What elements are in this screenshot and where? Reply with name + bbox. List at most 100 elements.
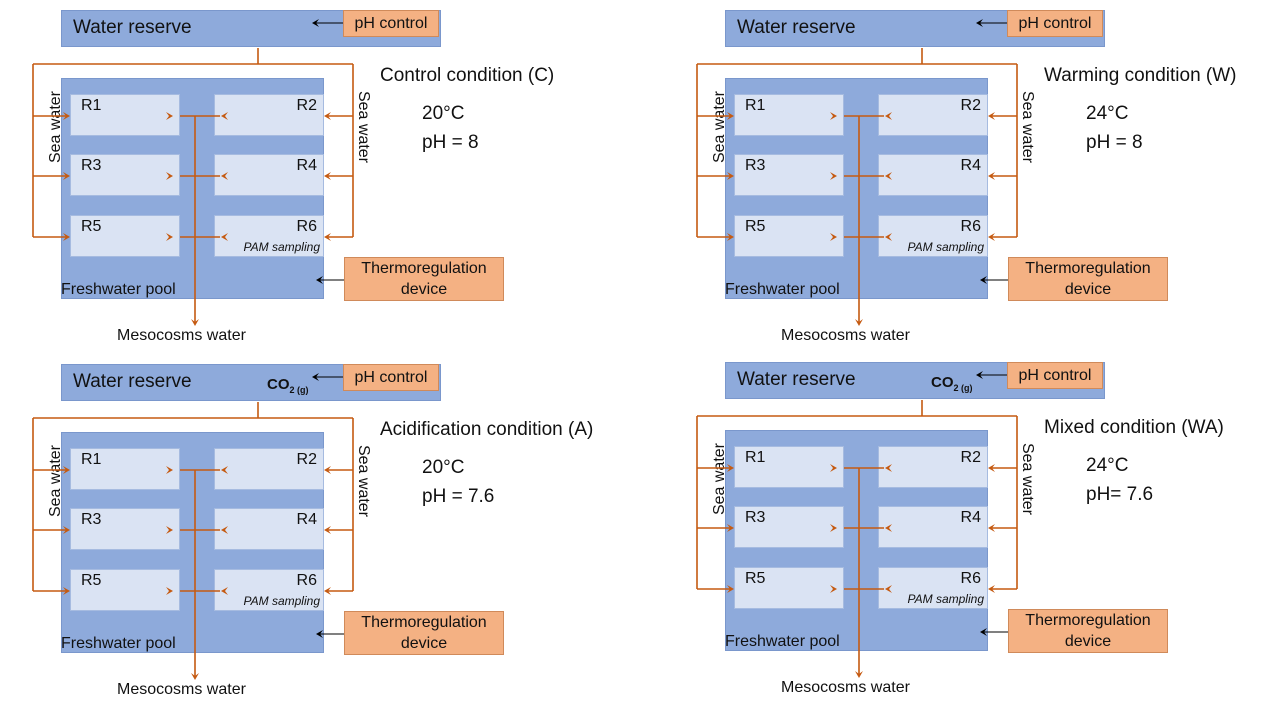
outflow-left-arrow-3 <box>830 585 837 593</box>
tank-label: R2 <box>296 451 317 468</box>
inflow-left-arrow-2 <box>63 172 70 180</box>
pam-sampling-label: PAM sampling <box>907 240 984 254</box>
tank-r1: R1 <box>734 94 844 136</box>
co2-text: CO <box>931 374 954 391</box>
water-reserve-label: Water reserve <box>737 17 856 38</box>
ph-control-box: pH control <box>1007 10 1103 37</box>
tank-r1: R1 <box>70 94 180 136</box>
inflow-right-arrow-1 <box>324 112 331 120</box>
tank-label: R4 <box>960 509 981 526</box>
mesocosms-water-label: Mesocosms water <box>117 681 246 698</box>
drain-arrow <box>191 673 199 680</box>
inflow-right-arrow-2 <box>988 524 995 532</box>
thermoregulation-pointer-arrow <box>980 628 987 636</box>
tank-label: R4 <box>296 157 317 174</box>
thermoregulation-line-2: device <box>400 635 448 652</box>
tank-r1: R1 <box>70 448 180 490</box>
thermoregulation-pointer-arrow <box>980 276 987 284</box>
ph-control-box: pH control <box>1007 362 1103 389</box>
inflow-left-arrow-2 <box>63 526 70 534</box>
pam-sampling-label: PAM sampling <box>243 240 320 254</box>
tank-r6: R6 PAM sampling <box>214 215 324 257</box>
thermoregulation-device-box: Thermoregulation device <box>1008 609 1168 653</box>
inflow-left-arrow-1 <box>63 466 70 474</box>
condition-title: Warming condition (W) <box>1044 65 1237 86</box>
tank-r5: R5 <box>70 215 180 257</box>
temperature-value: 20°C <box>422 457 465 478</box>
mesocosms-water-label: Mesocosms water <box>117 327 246 344</box>
thermoregulation-line-1: Thermoregulation <box>361 614 487 631</box>
tank-r3: R3 <box>70 508 180 550</box>
tank-r3: R3 <box>734 154 844 196</box>
inflow-right-arrow-2 <box>324 526 331 534</box>
tank-label: R2 <box>960 97 981 114</box>
tank-r6: R6 PAM sampling <box>878 215 988 257</box>
outflow-left-arrow-2 <box>166 172 173 180</box>
tank-label: R5 <box>81 572 102 589</box>
thermoregulation-line-1: Thermoregulation <box>361 260 487 277</box>
thermoregulation-line-2: device <box>400 281 448 298</box>
temperature-value: 20°C <box>422 103 465 124</box>
inflow-right-arrow-3 <box>324 233 331 241</box>
tank-r3: R3 <box>70 154 180 196</box>
inflow-right-arrow-3 <box>324 587 331 595</box>
inflow-left-arrow-2 <box>727 172 734 180</box>
outflow-right-arrow-1 <box>885 464 892 472</box>
tank-label: R1 <box>745 97 766 114</box>
pam-sampling-label: PAM sampling <box>907 592 984 606</box>
inflow-right-arrow-1 <box>324 466 331 474</box>
ph-control-pointer-arrow <box>976 371 983 379</box>
outflow-right-arrow-3 <box>885 233 892 241</box>
tank-label: R3 <box>745 509 766 526</box>
outflow-right-arrow-1 <box>885 112 892 120</box>
temperature-value: 24°C <box>1086 103 1129 124</box>
inflow-right-arrow-3 <box>988 585 995 593</box>
outflow-right-arrow-1 <box>221 466 228 474</box>
condition-panel-3: Water reserve CO2 (g) pH control Freshwa… <box>32 364 678 709</box>
tank-r4: R4 <box>878 506 988 548</box>
tank-label: R5 <box>81 218 102 235</box>
tank-label: R6 <box>296 572 317 589</box>
co2-gas-label: CO2 (g) <box>931 374 973 393</box>
tank-label: R5 <box>745 570 766 587</box>
inflow-left-arrow-1 <box>727 464 734 472</box>
outflow-right-arrow-3 <box>221 233 228 241</box>
tank-label: R6 <box>296 218 317 235</box>
water-reserve-label: Water reserve <box>73 17 192 38</box>
tank-r2: R2 <box>878 446 988 488</box>
tank-r4: R4 <box>878 154 988 196</box>
drain-arrow <box>855 671 863 678</box>
inflow-right-arrow-2 <box>324 172 331 180</box>
tank-r2: R2 <box>214 448 324 490</box>
condition-panel-2: Water reserve pH control Freshwater pool… <box>696 10 1288 355</box>
outflow-left-arrow-2 <box>830 524 837 532</box>
mesocosms-water-label: Mesocosms water <box>781 327 910 344</box>
ph-control-pointer-arrow <box>312 373 319 381</box>
ph-value: pH = 8 <box>1086 132 1143 153</box>
water-reserve-label: Water reserve <box>737 369 856 390</box>
inflow-right-arrow-3 <box>988 233 995 241</box>
ph-value: pH = 7.6 <box>422 486 495 507</box>
pam-sampling-label: PAM sampling <box>243 594 320 608</box>
tank-label: R1 <box>81 97 102 114</box>
thermoregulation-line-2: device <box>1064 633 1112 650</box>
water-reserve-label: Water reserve <box>73 371 192 392</box>
tank-label: R5 <box>745 218 766 235</box>
tank-label: R6 <box>960 218 981 235</box>
outflow-left-arrow-1 <box>166 466 173 474</box>
co2-gas-label: CO2 (g) <box>267 376 309 395</box>
flow-lines <box>32 19 354 326</box>
tank-label: R3 <box>81 511 102 528</box>
outflow-right-arrow-3 <box>885 585 892 593</box>
outflow-left-arrow-2 <box>830 172 837 180</box>
freshwater-pool-label: Freshwater pool <box>725 633 840 650</box>
tank-label: R3 <box>81 157 102 174</box>
condition-title: Mixed condition (WA) <box>1044 417 1224 438</box>
inflow-left-arrow-3 <box>727 233 734 241</box>
outflow-right-arrow-2 <box>885 172 892 180</box>
tank-label: R6 <box>960 570 981 587</box>
condition-panel-1: Water reserve pH control Freshwater pool… <box>32 10 678 355</box>
flow-lines <box>696 19 1018 326</box>
tank-r5: R5 <box>734 215 844 257</box>
ph-control-pointer-arrow <box>312 19 319 27</box>
